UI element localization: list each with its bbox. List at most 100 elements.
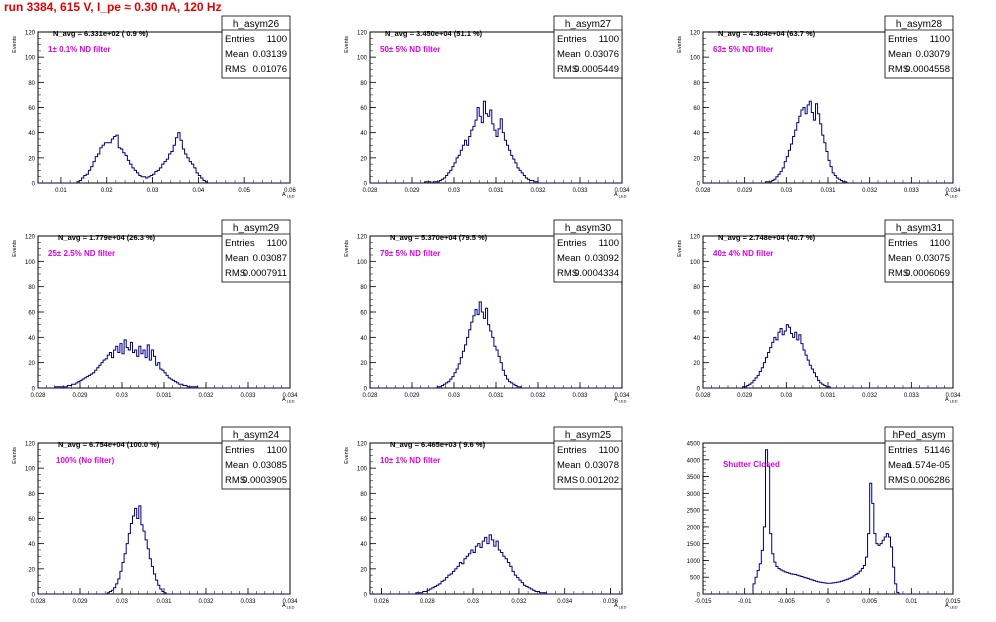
x-tick-label: 0.028 bbox=[30, 393, 46, 399]
x-tick-label: 0.028 bbox=[30, 599, 46, 605]
x-axis-label-sub: LED bbox=[619, 194, 627, 199]
x-tick-label: 0.03 bbox=[116, 393, 128, 399]
y-tick-label: 20 bbox=[360, 567, 367, 573]
x-axis-label-main: A bbox=[614, 397, 618, 403]
y-axis-label: Events bbox=[12, 36, 18, 53]
stats-frame bbox=[553, 219, 623, 283]
chart-panel-h_asym29: 0 20 40 60 80 100 120 0.028 0.029 0.03 0.031 0.032 0… bbox=[12, 219, 298, 404]
x-tick-label: 0.06 bbox=[284, 188, 296, 194]
histogram-line bbox=[703, 324, 953, 388]
y-tick-label: 500 bbox=[690, 576, 701, 582]
x-axis-label: ALED bbox=[945, 192, 958, 199]
stats-value: 51146 bbox=[924, 445, 950, 456]
x-axis-label: ALED bbox=[282, 603, 295, 610]
x-tick-label: 0.029 bbox=[72, 599, 88, 605]
y-tick-label: 120 bbox=[25, 442, 36, 448]
x-tick-label: 0.032 bbox=[511, 599, 527, 605]
y-tick-label: 4000 bbox=[687, 458, 701, 464]
x-axis-label-sub: LED bbox=[619, 399, 627, 404]
x-tick-label: 0.01 bbox=[55, 188, 67, 194]
x-tick-label: 0.033 bbox=[572, 393, 588, 399]
y-tick-label: 20 bbox=[360, 361, 367, 367]
y-tick-label: 100 bbox=[690, 56, 701, 62]
y-tick-label: 40 bbox=[360, 336, 367, 342]
y-tick-label: 20 bbox=[693, 361, 700, 367]
x-tick-label: 0.03 bbox=[780, 393, 792, 399]
y-tick-label: 40 bbox=[28, 336, 35, 342]
chart-panel-hPed_asym: 0 500 1000 1500 2000 2500 3000 3500 4000 4500 -0.0… bbox=[687, 426, 961, 610]
stats-value: 0.03078 bbox=[585, 460, 619, 471]
stats-label: RMS bbox=[557, 268, 578, 279]
stats-label: RMS bbox=[225, 268, 246, 279]
y-tick-label: 40 bbox=[693, 336, 700, 342]
x-tick-label: 0.028 bbox=[695, 188, 711, 194]
stats-label: RMS bbox=[557, 64, 578, 75]
stats-value: 0.0007911 bbox=[243, 268, 287, 279]
y-tick-label: 100 bbox=[25, 467, 36, 473]
stats-label: RMS bbox=[888, 64, 909, 75]
x-tick-label: 0.028 bbox=[695, 393, 711, 399]
x-tick-label: 0.03 bbox=[116, 599, 128, 605]
stats-label: RMS bbox=[557, 475, 578, 486]
y-tick-label: 40 bbox=[360, 542, 367, 548]
stats-box: h_asym31 Entries 1100 Mean 0.03075 RMS0.00060… bbox=[884, 219, 954, 283]
y-tick-label: 0 bbox=[364, 387, 368, 393]
x-tick-label: 0.028 bbox=[362, 188, 378, 194]
x-axis-label: ALED bbox=[945, 397, 958, 404]
x-axis-label: ALED bbox=[614, 192, 627, 199]
stats-label: Mean bbox=[225, 253, 249, 264]
y-tick-label: 80 bbox=[28, 492, 35, 498]
stats-value: 0.01076 bbox=[253, 64, 287, 75]
stats-value: 1100 bbox=[267, 445, 287, 456]
y-tick-label: 4500 bbox=[687, 442, 701, 448]
stats-label: Mean bbox=[888, 49, 912, 60]
chart-panel-h_asym26: 0 20 40 60 80 100 120 0.01 0.02 0.03 0.04 0.05 0.06 E… bbox=[12, 15, 296, 199]
y-tick-label: 100 bbox=[357, 467, 368, 473]
x-axis-label-sub: LED bbox=[287, 194, 295, 199]
y-axis-label: Events bbox=[344, 240, 350, 257]
chart-panel-h_asym31: 0 20 40 60 80 100 120 0.028 0.029 0.03 0.031 0.032 0… bbox=[677, 219, 961, 404]
y-tick-label: 40 bbox=[28, 542, 35, 548]
stats-frame bbox=[884, 15, 954, 79]
stats-frame bbox=[221, 426, 291, 490]
stats-title: h_asym24 bbox=[233, 430, 280, 441]
chart-panel-h_asym30: 0 20 40 60 80 100 120 0.028 0.029 0.03 0.031 0.032 0… bbox=[344, 219, 630, 404]
y-tick-label: 100 bbox=[25, 56, 36, 62]
y-axis-label: Events bbox=[344, 36, 350, 53]
x-tick-label: 0.029 bbox=[404, 188, 420, 194]
x-axis-label-main: A bbox=[945, 603, 949, 609]
stats-label: Mean bbox=[888, 460, 912, 471]
y-tick-label: 60 bbox=[360, 311, 367, 317]
histogram-line bbox=[38, 339, 290, 388]
stats-label: Entries bbox=[225, 238, 255, 249]
stats-frame bbox=[884, 426, 954, 490]
y-tick-label: 20 bbox=[360, 156, 367, 162]
stats-label: Entries bbox=[557, 445, 587, 456]
y-tick-label: 80 bbox=[360, 492, 367, 498]
stats-value: 0.0003905 bbox=[242, 475, 287, 486]
navg-header: N_avg = 6.331e+02 ( 0.9 %) bbox=[53, 29, 149, 38]
x-axis-label-main: A bbox=[282, 397, 286, 403]
filter-annotation: 1± 0.1% ND filter bbox=[48, 45, 111, 54]
stats-frame bbox=[553, 15, 623, 79]
x-tick-label: 0.034 bbox=[945, 188, 961, 194]
stats-frame bbox=[553, 426, 623, 490]
x-tick-label: 0.028 bbox=[362, 393, 378, 399]
stats-box: h_asym30 Entries 1100 Mean 0.03092 RMS0.00043… bbox=[553, 219, 623, 283]
y-tick-label: 2000 bbox=[687, 525, 701, 531]
x-tick-label: 0.034 bbox=[557, 599, 573, 605]
x-tick-label: 0.033 bbox=[240, 393, 256, 399]
x-tick-label: 0.036 bbox=[603, 599, 619, 605]
y-tick-label: 80 bbox=[360, 285, 367, 291]
stats-label: Mean bbox=[557, 49, 581, 60]
x-axis-label: ALED bbox=[282, 192, 295, 199]
stats-value: 1100 bbox=[267, 238, 287, 249]
filter-annotation: 40± 4% ND filter bbox=[713, 249, 773, 258]
stats-value: 0.03075 bbox=[916, 253, 950, 264]
y-tick-label: 60 bbox=[693, 311, 700, 317]
stats-value: 0.0005449 bbox=[574, 64, 619, 75]
x-tick-label: 0.026 bbox=[374, 599, 390, 605]
stats-label: RMS bbox=[225, 64, 246, 75]
stats-value: 0.03085 bbox=[253, 460, 287, 471]
stats-value: 1.574e-05 bbox=[907, 460, 950, 471]
